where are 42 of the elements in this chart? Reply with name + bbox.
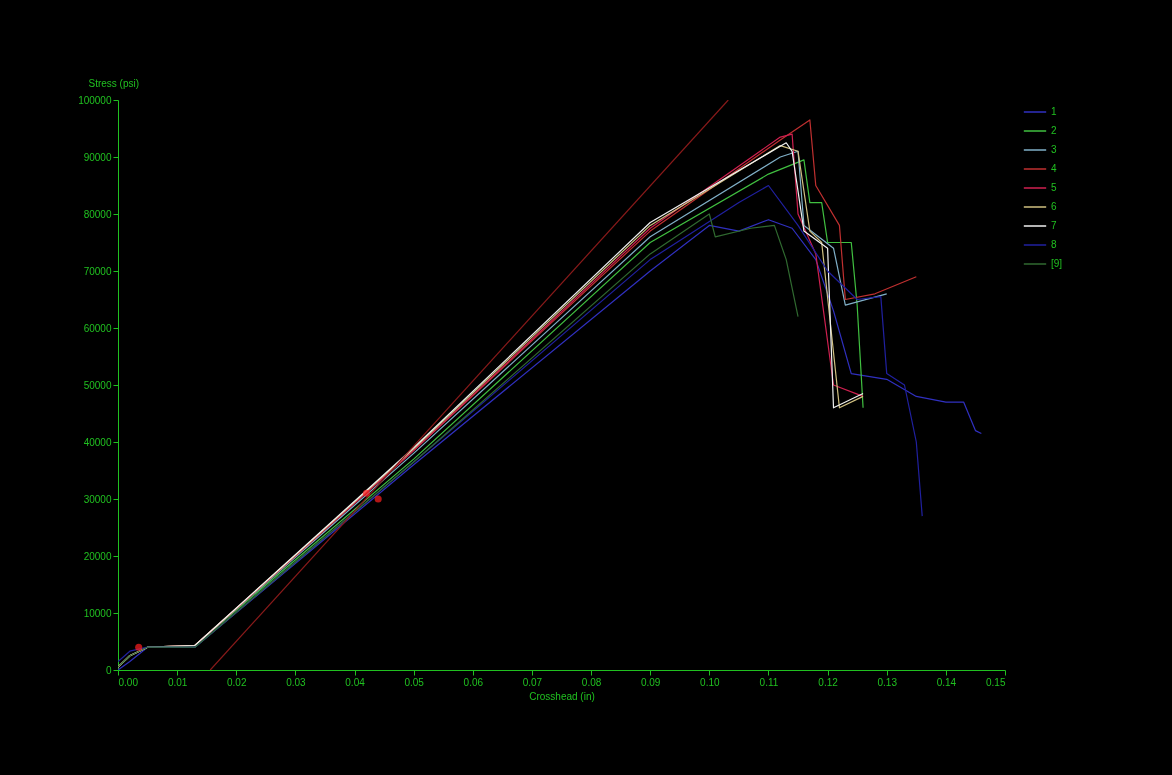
legend-label: 2 [1051, 125, 1057, 136]
x-tick-label: 0.06 [463, 676, 484, 688]
x-tick-label: 0.13 [877, 676, 898, 688]
x-tick-label: 0.12 [818, 676, 839, 688]
x-tick-label: 0.15 [986, 676, 1006, 688]
y-tick-label: 80000 [83, 208, 112, 220]
legend-label: 5 [1051, 182, 1057, 193]
x-tick-label: 0.07 [522, 676, 543, 688]
legend-label: 7 [1051, 220, 1057, 231]
point [362, 489, 370, 497]
legend-label: 1 [1051, 106, 1057, 117]
x-tick-label: 0.08 [581, 676, 602, 688]
x-tick-label: 0.11 [759, 676, 779, 688]
line-series [118, 213, 799, 668]
y-tick-label: 10000 [83, 607, 112, 619]
legend-label: 4 [1051, 163, 1057, 174]
y-tick-label: 60000 [83, 322, 112, 334]
x-tick-label: 0.00 [118, 676, 139, 688]
y-tick-label: 100000 [78, 94, 112, 106]
x-tick-label: 0.03 [286, 676, 307, 688]
x-axis-title: Crosshead (in) [529, 690, 595, 702]
legend-label: 3 [1051, 144, 1057, 155]
legend-label: 6 [1051, 201, 1057, 212]
y-tick-label: 90000 [83, 151, 112, 163]
y-tick-label: 70000 [83, 265, 112, 277]
x-tick-label: 0.10 [700, 676, 720, 688]
legend-label: [9] [1051, 258, 1063, 269]
x-tick-label: 0.05 [404, 676, 425, 688]
y-tick-label: 0 [105, 664, 112, 676]
y-tick-label: 50000 [83, 379, 112, 391]
y-tick-label: 30000 [83, 493, 112, 505]
x-tick-label: 0.04 [345, 676, 366, 688]
legend-label: 8 [1051, 239, 1057, 250]
y-tick-label: 40000 [83, 436, 112, 448]
point [374, 495, 382, 503]
x-tick-label: 0.09 [640, 676, 661, 688]
point [135, 643, 143, 651]
y-axis-title: Stress (psi) [88, 77, 140, 89]
x-tick-label: 0.02 [227, 676, 247, 688]
x-tick-label: 0.01 [167, 676, 188, 688]
x-tick-label: 0.14 [936, 676, 957, 688]
y-tick-label: 20000 [83, 550, 112, 562]
